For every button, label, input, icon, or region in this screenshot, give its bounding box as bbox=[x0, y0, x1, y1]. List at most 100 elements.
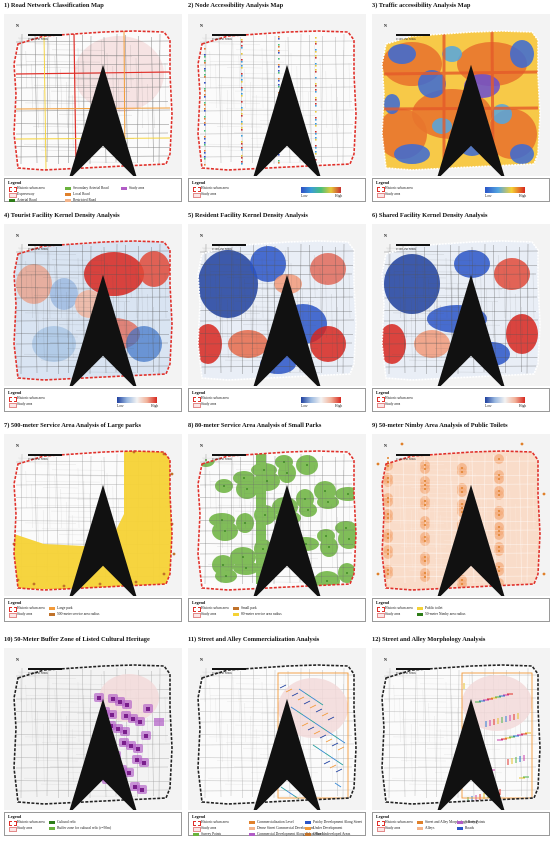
map-panel: 11) Street and Alley Commercialization A… bbox=[188, 636, 366, 838]
legend-title: Legend bbox=[192, 600, 206, 605]
north-label: N bbox=[384, 233, 387, 238]
legend-title: Legend bbox=[8, 814, 22, 819]
legend-swatch bbox=[193, 193, 201, 198]
legend-swatch bbox=[193, 613, 201, 618]
north-arrow-icon bbox=[198, 240, 321, 386]
scale-bar: 0 100 250 500m bbox=[396, 244, 430, 251]
legend-swatch bbox=[9, 397, 17, 402]
legend-item: Historic urban area bbox=[17, 820, 45, 824]
scale-text: 0 100 250 500m bbox=[212, 456, 232, 461]
map-canvas: N 0 100 250 500m bbox=[188, 224, 366, 386]
legend-title: Legend bbox=[376, 390, 390, 395]
north-arrow-icon bbox=[382, 450, 505, 596]
legend-swatch bbox=[377, 397, 385, 402]
legend-box: Legend Historic urban area Study area Low Hi… bbox=[372, 178, 550, 202]
map-canvas: N 0 100 250 500m bbox=[4, 224, 182, 386]
legend-item: 500-meter service area radius bbox=[57, 612, 100, 616]
map-canvas: N 0 100 250 500m bbox=[188, 434, 366, 596]
legend-swatch bbox=[417, 607, 423, 610]
legend-item: Street and Alley Morphology Rating bbox=[425, 820, 478, 824]
legend-box: Legend Historic urban area Study area Publi… bbox=[372, 598, 550, 622]
panel-title: 12) Street and Alley Morphology Analysis bbox=[372, 636, 486, 643]
scale-bar: 0 100 250 500m bbox=[396, 668, 430, 675]
color-ramp bbox=[301, 187, 341, 193]
legend-item: Commercialization Level bbox=[257, 820, 294, 824]
legend-swatch bbox=[193, 827, 201, 832]
legend-item: Public toilet bbox=[425, 606, 443, 610]
legend-swatch bbox=[193, 821, 201, 826]
north-label: N bbox=[200, 23, 203, 28]
map-panel: 3) Traffic accessibility Analysis Map N 0 … bbox=[372, 2, 550, 204]
legend-swatch bbox=[9, 827, 17, 832]
scale-bar: 0 100 250 500m bbox=[28, 244, 62, 251]
legend-swatch bbox=[9, 199, 15, 202]
legend-swatch bbox=[457, 827, 463, 830]
legend-swatch bbox=[377, 821, 385, 826]
legend-title: Legend bbox=[8, 390, 22, 395]
legend-item: Study area bbox=[17, 826, 33, 830]
map-canvas: N 0 100 250 500m bbox=[4, 648, 182, 810]
panel-title: 8) 80-meter Service Area Analysis of Sma… bbox=[188, 422, 322, 429]
map-canvas: N 0 100 250 500m bbox=[372, 648, 550, 810]
legend-title: Legend bbox=[376, 814, 390, 819]
legend-box: Legend Historic urban area Study area Stree… bbox=[372, 812, 550, 836]
scale-bar: 0 100 250 500m bbox=[28, 34, 62, 41]
legend-item: Study area bbox=[385, 402, 401, 406]
legend-box: Legend Historic urban area Study area Surve… bbox=[188, 812, 366, 836]
legend-item: Study area bbox=[201, 826, 217, 830]
map-canvas: N 0 100 250 500m bbox=[188, 648, 366, 810]
north-label: N bbox=[200, 657, 203, 662]
legend-title: Legend bbox=[8, 180, 22, 185]
legend-item: Historic urban area bbox=[17, 186, 45, 190]
legend-swatch bbox=[233, 607, 239, 610]
legend-swatch bbox=[121, 187, 127, 190]
map-panel: 1) Road Network Classification Map N 0 100… bbox=[4, 2, 182, 204]
legend-title: Legend bbox=[192, 814, 206, 819]
legend-swatch bbox=[193, 187, 201, 192]
north-label: N bbox=[200, 233, 203, 238]
scale-text: 0 100 250 500m bbox=[28, 246, 48, 251]
legend-swatch bbox=[249, 827, 255, 830]
legend-item: Patchy Development Along Street bbox=[313, 820, 363, 824]
legend-swatch bbox=[377, 827, 385, 832]
legend-item: Historic urban area bbox=[385, 820, 413, 824]
legend-item: Study area bbox=[201, 612, 217, 616]
map-canvas: N 0 100 250 500m bbox=[188, 14, 366, 176]
legend-item: Survey Points bbox=[465, 820, 486, 824]
panel-title: 3) Traffic accessibility Analysis Map bbox=[372, 2, 471, 9]
map-panel: 9) 50-meter Nimby Area Analysis of Publi… bbox=[372, 422, 550, 624]
map-canvas: N 0 100 250 500m bbox=[4, 434, 182, 596]
color-ramp bbox=[485, 397, 525, 403]
north-arrow-icon bbox=[14, 30, 137, 176]
scale-bar: 0 100 250 500m bbox=[212, 34, 246, 41]
north-arrow-icon bbox=[198, 30, 321, 176]
legend-box: Legend Historic urban area Study area Low Hi… bbox=[188, 388, 366, 412]
panel-title: 10) 50-Meter Buffer Zone of Listed Cultu… bbox=[4, 636, 150, 643]
legend-item: Large park bbox=[57, 606, 73, 610]
ramp-high-label: High bbox=[335, 194, 343, 198]
scale-text: 0 100 250 500m bbox=[212, 246, 232, 251]
legend-item: Study area bbox=[17, 402, 33, 406]
north-arrow-icon bbox=[14, 664, 137, 810]
legend-swatch bbox=[305, 833, 311, 836]
legend-swatch bbox=[193, 397, 201, 402]
legend-item: Restricted Road bbox=[73, 198, 97, 202]
legend-swatch bbox=[457, 821, 463, 824]
map-panel: 12) Street and Alley Morphology Analysis… bbox=[372, 636, 550, 838]
legend-item: Historic urban area bbox=[201, 606, 229, 610]
map-canvas: N 0 100 250 500m bbox=[372, 224, 550, 386]
legend-title: Legend bbox=[376, 600, 390, 605]
north-arrow-icon bbox=[382, 30, 505, 176]
legend-item: Study area bbox=[385, 192, 401, 196]
scale-text: 0 100 250 500m bbox=[396, 246, 416, 251]
scale-text: 0 100 250 500m bbox=[396, 456, 416, 461]
ramp-high-label: High bbox=[335, 404, 343, 408]
legend-swatch bbox=[377, 193, 385, 198]
legend-swatch bbox=[193, 403, 201, 408]
map-panel: 2) Node Accessibility Analysis Map N 0 100… bbox=[188, 2, 366, 204]
scale-bar: 0 100 250 500m bbox=[212, 668, 246, 675]
map-panel: 10) 50-Meter Buffer Zone of Listed Cultu… bbox=[4, 636, 182, 838]
legend-box: Legend Historic urban area Study area Cultu… bbox=[4, 812, 182, 836]
north-label: N bbox=[384, 443, 387, 448]
legend-box: Legend Historic urban area Study area Low Hi… bbox=[372, 388, 550, 412]
